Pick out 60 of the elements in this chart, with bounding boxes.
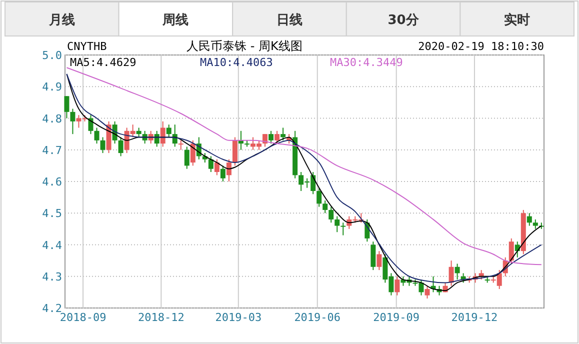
x-tick-label: 2019-06 bbox=[294, 311, 341, 324]
candlestick bbox=[226, 158, 232, 182]
candlestick bbox=[190, 140, 196, 166]
candlestick bbox=[448, 260, 454, 286]
candlestick bbox=[214, 158, 220, 176]
y-tick-label: 4.6 bbox=[42, 176, 62, 188]
candlestick bbox=[280, 127, 286, 141]
text: 月线 bbox=[48, 13, 75, 28]
candlestick bbox=[424, 285, 430, 300]
y-tick-label: 4.4 bbox=[42, 238, 62, 252]
candlestick bbox=[532, 218, 538, 230]
candlestick bbox=[454, 263, 460, 280]
text: MA30:4.3449 bbox=[330, 56, 403, 69]
candlestick bbox=[394, 276, 400, 296]
candlestick bbox=[478, 270, 484, 280]
candlestick bbox=[334, 216, 340, 233]
candlestick bbox=[136, 127, 142, 138]
candlestick bbox=[100, 136, 106, 154]
y-tick-label: 5.0 bbox=[42, 49, 62, 62]
text: 30分 bbox=[388, 13, 420, 28]
x-tick-label: 2018-09 bbox=[60, 311, 106, 324]
y-tick-label: 4.3 bbox=[42, 270, 62, 284]
text: 实时 bbox=[504, 12, 530, 28]
y-tick-label: 4.2 bbox=[42, 302, 62, 315]
candlestick bbox=[220, 165, 226, 182]
candlestick bbox=[232, 136, 238, 166]
candlestick bbox=[376, 250, 382, 271]
candlestick bbox=[316, 187, 322, 208]
text: MA10:4.4063 bbox=[200, 56, 273, 69]
x-tick-label: 2019-12 bbox=[451, 311, 498, 324]
candlestick bbox=[178, 140, 184, 150]
x-tick-label: 2018-12 bbox=[138, 311, 184, 324]
text: 2020-02-19 18:10:30 bbox=[418, 40, 544, 53]
chart-title: 人民币泰铢 - 周K线图 bbox=[186, 39, 302, 53]
candlestick bbox=[94, 127, 100, 144]
candlestick bbox=[340, 222, 346, 236]
y-tick-label: 4.5 bbox=[42, 207, 62, 220]
text: 日线 bbox=[276, 13, 302, 28]
text: 周线 bbox=[162, 13, 189, 28]
candlestick bbox=[322, 200, 328, 214]
candlestick bbox=[526, 212, 532, 226]
candlestick bbox=[274, 130, 280, 144]
y-tick-label: 4.7 bbox=[42, 144, 62, 157]
y-tick-label: 4.9 bbox=[42, 80, 62, 94]
text: CNYTHB bbox=[67, 40, 108, 53]
y-tick-label: 4.8 bbox=[42, 112, 62, 126]
candlestick bbox=[268, 130, 274, 144]
candlestick bbox=[328, 206, 334, 224]
candlestick bbox=[160, 120, 166, 148]
candlestick bbox=[508, 238, 514, 264]
candlestick bbox=[184, 146, 190, 170]
series-label: MA5:4.4629 bbox=[70, 56, 136, 69]
candlestick bbox=[64, 96, 70, 119]
candlestick bbox=[208, 156, 214, 173]
candlestick bbox=[118, 136, 124, 157]
x-tick-label: 2019-09 bbox=[373, 311, 420, 324]
candlestick bbox=[370, 241, 376, 271]
candlestick bbox=[166, 124, 172, 138]
candlestick bbox=[70, 108, 76, 135]
x-tick-label: 2019-03 bbox=[215, 311, 262, 324]
